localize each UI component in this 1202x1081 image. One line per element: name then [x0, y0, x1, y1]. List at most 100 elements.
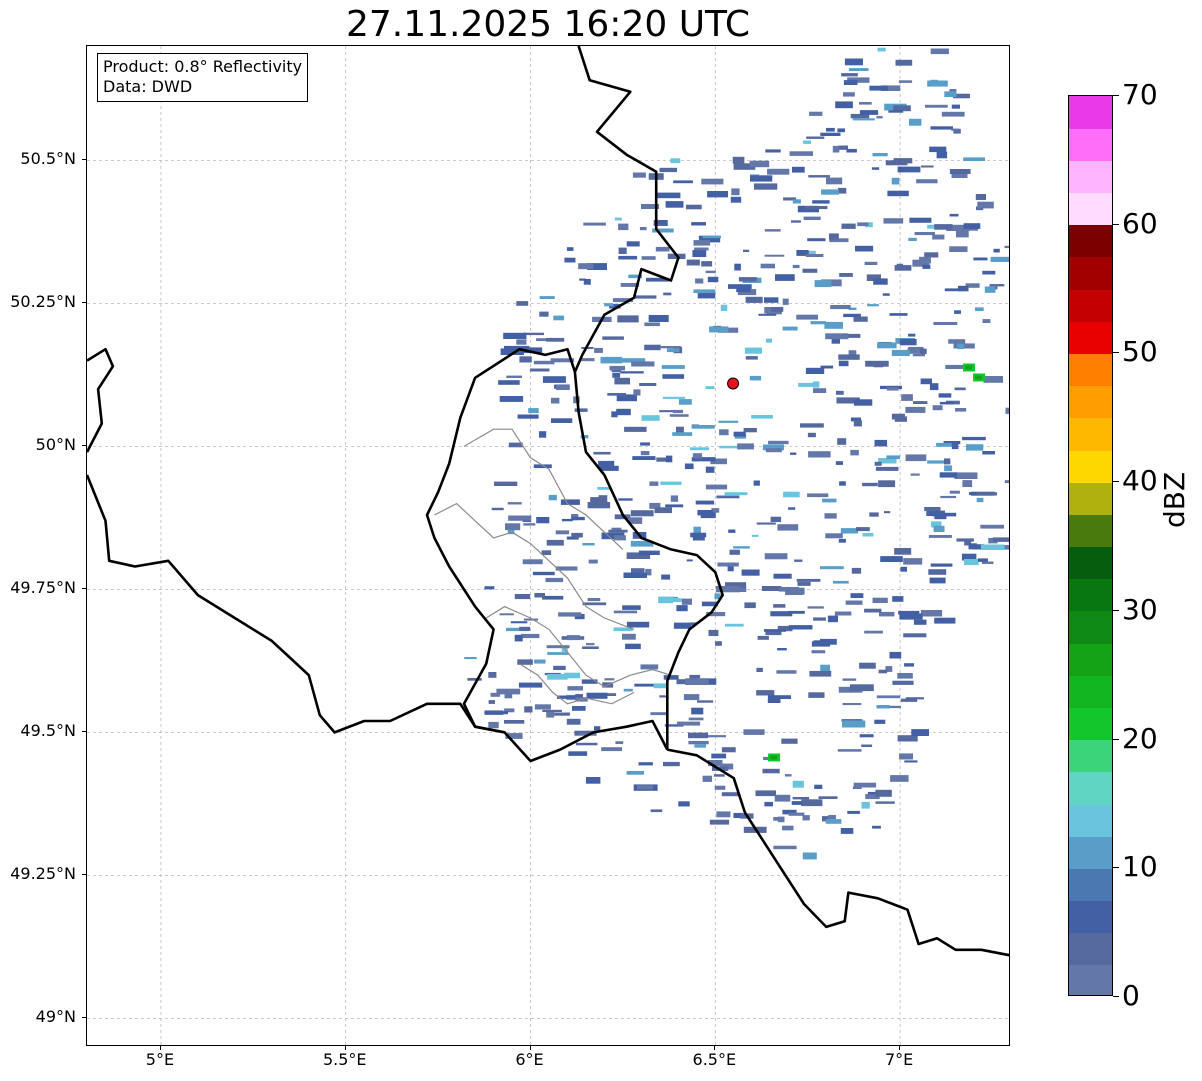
echo-cell — [741, 569, 760, 576]
echo-cell — [932, 234, 945, 240]
echo-cell — [762, 768, 780, 774]
colorbar-segment — [1069, 771, 1112, 805]
echo-cell — [859, 110, 879, 115]
echo-cell — [805, 367, 825, 374]
echo-cell — [547, 674, 568, 680]
echo-cell — [764, 229, 781, 232]
echo-cell — [736, 286, 751, 293]
echo-cell — [929, 383, 939, 391]
echo-cell — [728, 529, 736, 533]
echo-cell — [733, 812, 743, 818]
echo-cell — [484, 586, 495, 590]
echo-cell — [922, 264, 931, 269]
colorbar-segment — [1069, 932, 1112, 966]
echo-cell — [897, 735, 918, 742]
echo-cell — [971, 544, 985, 550]
echo-cell — [839, 273, 853, 277]
echo-cell — [709, 819, 730, 825]
echo-cell — [587, 598, 601, 602]
echo-cell — [953, 343, 975, 349]
echo-cell — [594, 726, 601, 731]
colorbar-segment — [1069, 417, 1112, 451]
echo-cell — [566, 635, 580, 641]
echo-cell — [691, 222, 706, 226]
echo-cell — [709, 326, 729, 333]
echo-cell — [982, 319, 991, 323]
echo-cell — [968, 543, 977, 550]
echo-cell — [909, 217, 932, 223]
echo-cell — [805, 254, 824, 257]
country-borders — [87, 46, 1009, 957]
echo-cell — [550, 358, 575, 363]
echo-cell — [855, 527, 870, 532]
echo-cell — [611, 369, 622, 373]
echo-cell — [838, 538, 846, 543]
echo-cell — [571, 532, 583, 538]
echo-cell — [886, 455, 901, 460]
echo-cell — [601, 532, 625, 540]
echo-cell — [644, 322, 660, 327]
echo-cell — [688, 717, 704, 721]
lat-tick-label: 50.5°N — [20, 149, 76, 169]
echo-cell — [993, 248, 1000, 253]
echo-cell — [626, 621, 650, 628]
echo-cell — [753, 480, 760, 486]
echo-cell — [930, 126, 953, 130]
echo-cell — [676, 426, 684, 434]
echo-cell — [951, 442, 959, 450]
echo-cell — [698, 235, 721, 243]
echo-cell — [898, 80, 913, 83]
colorbar-segment — [1069, 643, 1112, 676]
echo-cell — [909, 118, 922, 126]
echo-cell — [666, 455, 673, 463]
colorbar-segment — [1069, 803, 1112, 837]
echo-cell — [615, 741, 624, 744]
echo-cell — [637, 785, 654, 790]
echo-cell — [866, 274, 881, 281]
echo-cell — [665, 201, 684, 208]
colorbar-segment — [1069, 128, 1112, 161]
echo-cell — [982, 451, 995, 455]
echo-cell — [523, 618, 539, 621]
echo-cell — [564, 672, 580, 679]
echo-cell — [705, 484, 728, 490]
echo-cell — [664, 724, 684, 727]
echo-cell — [625, 643, 641, 650]
echo-cell — [951, 104, 960, 109]
echo-cell — [957, 285, 969, 292]
admin-boundary — [519, 663, 635, 705]
colorbar-segment — [1069, 964, 1112, 995]
echo-cell — [883, 218, 904, 224]
echo-cell — [743, 249, 750, 252]
echo-cell — [555, 566, 578, 571]
echo-cell — [887, 190, 909, 197]
echo-cell — [982, 270, 996, 275]
echo-cell — [638, 762, 653, 766]
echo-cell — [899, 613, 923, 620]
echo-cell — [571, 516, 585, 521]
echo-cell — [951, 128, 960, 131]
echo-cell — [859, 662, 876, 669]
echo-cell — [807, 493, 829, 498]
echo-cell — [874, 719, 886, 724]
echo-cell — [506, 627, 529, 632]
echo-cell — [837, 128, 845, 133]
echo-cell — [904, 663, 914, 667]
echo-cell — [719, 429, 729, 436]
echo-cell — [633, 389, 641, 396]
data-source-label: Data: DWD — [103, 77, 193, 96]
echo-cell — [534, 593, 545, 598]
echo-cell — [733, 546, 750, 549]
echo-cell — [949, 89, 957, 93]
echo-cell — [976, 497, 984, 503]
colorbar-tick-label: 20 — [1122, 721, 1158, 755]
echo-cell — [859, 734, 874, 738]
echo-cell — [802, 268, 818, 273]
echo-cell — [964, 539, 972, 546]
echo-cell — [695, 278, 704, 284]
echo-cell — [745, 296, 763, 303]
echo-cell — [586, 777, 601, 784]
echo-cell — [582, 543, 595, 546]
echo-cell — [685, 678, 709, 685]
echo-cell — [824, 321, 843, 329]
